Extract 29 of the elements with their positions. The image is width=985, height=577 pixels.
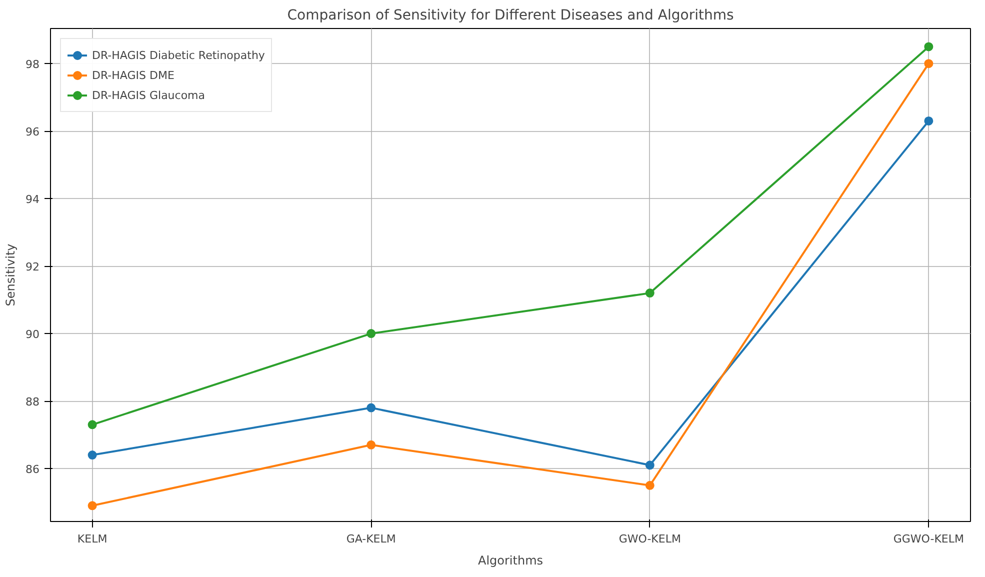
y-axis-title: Sensitivity xyxy=(4,244,18,306)
chart-title: Comparison of Sensitivity for Different Diseases and Algorithms xyxy=(287,8,734,24)
point xyxy=(924,59,934,68)
y-tick-label: 92 xyxy=(26,260,40,274)
x-tick-label: GA-KELM xyxy=(346,532,396,546)
x-tick-label: GWO-KELM xyxy=(618,532,681,546)
point xyxy=(88,420,97,430)
legend-label: DR-HAGIS Diabetic Retinopathy xyxy=(92,48,265,62)
point xyxy=(645,480,654,490)
point xyxy=(645,288,654,298)
point xyxy=(88,501,97,510)
legend-label: DR-HAGIS DME xyxy=(92,68,174,82)
point xyxy=(366,329,376,338)
y-tick-label: 94 xyxy=(26,193,40,206)
x-tick-label: KELM xyxy=(77,532,108,546)
y-tick-label: 90 xyxy=(26,328,40,342)
y-tick-label: 86 xyxy=(26,463,40,476)
legend-label: DR-HAGIS Glaucoma xyxy=(92,88,206,102)
point xyxy=(366,440,376,450)
point xyxy=(924,42,934,52)
y-tick-label: 88 xyxy=(26,396,40,409)
x-tick-label: GGWO-KELM xyxy=(893,532,964,546)
point xyxy=(88,450,97,460)
point xyxy=(645,460,654,470)
y-tick-label: 96 xyxy=(26,126,40,139)
point xyxy=(366,403,376,412)
point xyxy=(924,116,934,126)
y-tick-label: 98 xyxy=(26,58,40,72)
x-axis-title: Algorithms xyxy=(478,554,544,568)
